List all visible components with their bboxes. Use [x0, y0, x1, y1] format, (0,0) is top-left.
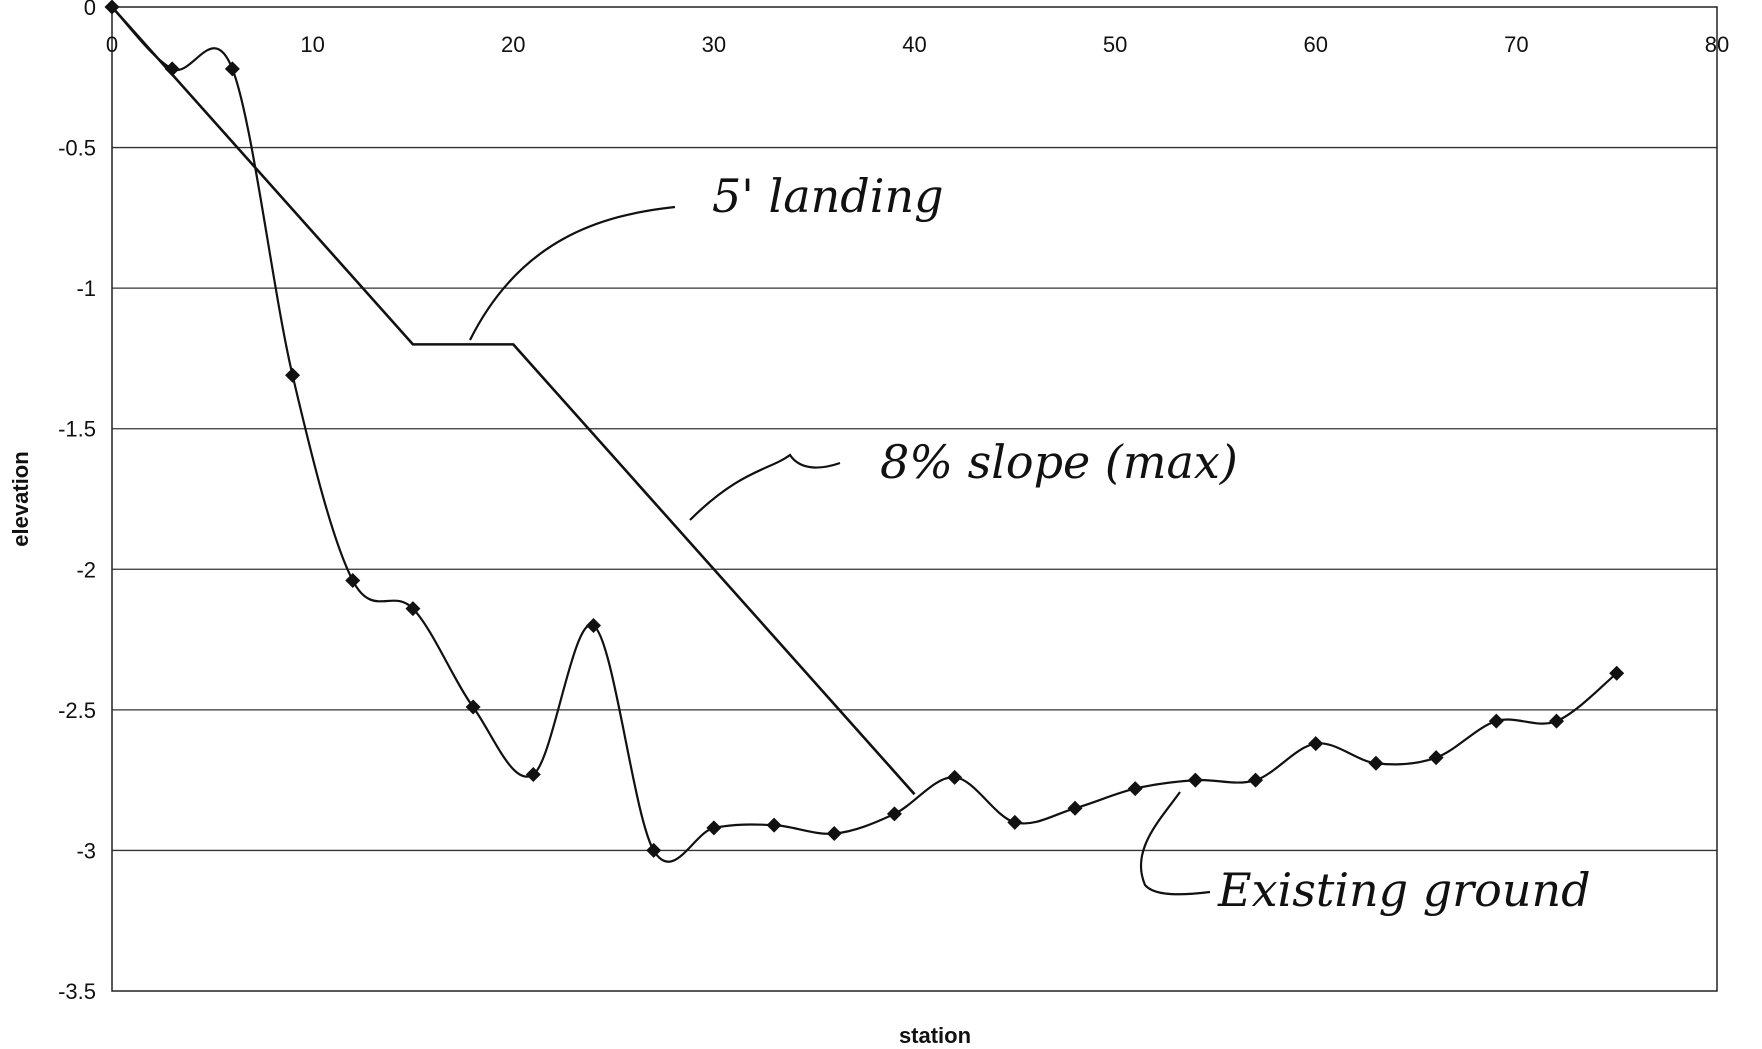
series-0-point [164, 61, 180, 77]
series-0-point [646, 842, 662, 858]
y-tick-label: -1.5 [58, 417, 96, 442]
series-0-point [345, 573, 361, 589]
x-tick-label: 80 [1705, 32, 1729, 57]
series-0-point [1007, 814, 1023, 830]
y-tick-label: -0.5 [58, 136, 96, 161]
series-0-point [1067, 800, 1083, 816]
x-tick-label: 60 [1304, 32, 1328, 57]
series-0-point [826, 826, 842, 842]
y-tick-label: -2 [76, 557, 96, 582]
series-layer [104, 0, 1625, 863]
annotation-existing-ground: Existing ground [1217, 863, 1591, 917]
y-tick-labels: 0 -0.5 -1 -1.5 -2 -2.5 -3 -3.5 [58, 0, 96, 1004]
ground-callout-line [1139, 791, 1211, 896]
x-tick-label: 30 [702, 32, 726, 57]
x-tick-label: 70 [1504, 32, 1528, 57]
x-tick-label: 10 [300, 32, 324, 57]
series-0-point [706, 820, 722, 836]
annotation-landing: 5' landing [712, 169, 944, 223]
series-0-point [1488, 713, 1504, 729]
series-line-0 [111, 6, 1618, 863]
series-0-point [1127, 781, 1143, 797]
slope-callout-line [689, 453, 841, 521]
series-0-point [947, 769, 963, 785]
series-0-point [586, 618, 601, 634]
y-axis-title: elevation [8, 451, 33, 546]
series-0-point [285, 367, 301, 383]
x-tick-label: 0 [106, 32, 118, 57]
landing-callout-line [469, 205, 676, 341]
series-0-point [525, 767, 541, 783]
x-axis-title: station [899, 1023, 971, 1048]
y-tick-label: -3.5 [58, 979, 96, 1004]
y-tick-label: 0 [84, 0, 96, 20]
series-0-point [465, 699, 481, 715]
y-tick-label: -1 [76, 276, 96, 301]
y-tick-label: -3 [76, 838, 96, 863]
series-0-point [766, 817, 782, 833]
series-0-point [1308, 736, 1324, 752]
y-tick-label: -2.5 [58, 698, 96, 723]
x-tick-label: 50 [1103, 32, 1127, 57]
series-0-point [1368, 755, 1384, 771]
series-0-point [405, 601, 421, 617]
x-tick-labels: 0 10 20 30 40 50 60 70 80 [106, 32, 1729, 57]
grid-layer [112, 146, 1717, 852]
series-0-point [224, 61, 240, 77]
annotation-slope: 8% slope (max) [880, 435, 1238, 489]
series-0-point [1428, 750, 1444, 766]
x-tick-label: 40 [902, 32, 926, 57]
series-0-point [1549, 713, 1564, 729]
series-0-point [1248, 772, 1264, 788]
series-0-point [1609, 665, 1625, 681]
plot-area-border [111, 6, 1718, 992]
x-tick-label: 20 [501, 32, 525, 57]
series-line-1 [111, 6, 916, 796]
series-0-point [886, 806, 902, 822]
series-0-point [1187, 772, 1203, 788]
